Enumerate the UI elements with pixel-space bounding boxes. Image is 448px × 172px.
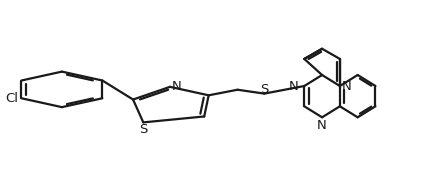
Text: Cl: Cl xyxy=(5,92,18,105)
Text: S: S xyxy=(139,123,147,136)
Text: S: S xyxy=(260,83,268,95)
Text: N: N xyxy=(289,79,299,93)
Text: N: N xyxy=(342,79,352,93)
Text: N: N xyxy=(317,119,327,132)
Text: N: N xyxy=(172,80,182,93)
